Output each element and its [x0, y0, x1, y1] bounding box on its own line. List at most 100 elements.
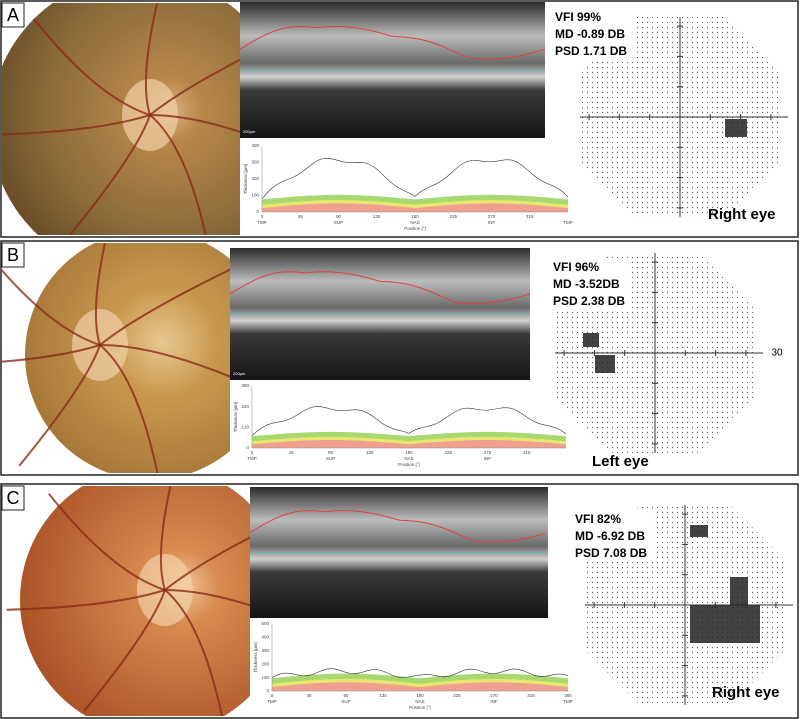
ilm-line	[239, 25, 546, 60]
panel-label-box	[1, 242, 25, 268]
x-tick-label: 45	[298, 214, 304, 219]
stat-line: MD -0.89 DB	[555, 27, 625, 41]
eye-label: Left eye	[592, 453, 649, 470]
y-tick-label: 500	[261, 621, 269, 626]
x-tick-label: 0	[261, 214, 264, 219]
x-tick-label: 270	[484, 450, 492, 455]
vessel	[2, 344, 101, 363]
vessel	[48, 493, 166, 591]
y-tick-label: 360	[241, 383, 249, 388]
x-tick-label: 90	[336, 214, 342, 219]
scale-bar: 200µm	[233, 371, 246, 376]
x-tick-label: 135	[379, 693, 387, 698]
sector-label: NAS	[415, 699, 424, 704]
x-tick-label: 180	[411, 214, 419, 219]
y-tick-label: 300	[251, 160, 259, 165]
sector-label: TMP	[563, 220, 573, 225]
thickness-curve	[251, 406, 567, 436]
vessel	[83, 589, 166, 712]
vf-defect	[725, 119, 747, 137]
fundus-photo	[2, 3, 240, 235]
sector-label: SUP	[334, 220, 343, 225]
x-tick-label: 90	[328, 450, 334, 455]
stat-line: PSD 1.71 DB	[555, 44, 627, 58]
sector-label: SUP	[326, 456, 335, 461]
stat-line: PSD 2.38 DB	[553, 294, 625, 308]
vessel	[6, 589, 166, 611]
x-tick-label: 225	[449, 214, 457, 219]
stats-bg	[551, 260, 631, 276]
vessel	[99, 268, 230, 346]
x-tick-label: 225	[444, 450, 452, 455]
vf-defect	[583, 333, 599, 347]
thickness-curve	[261, 157, 569, 199]
panel: A 200µm 0 100 200 300 400 0 45 90 135 180 225 270 315 T…	[0, 0, 799, 238]
sector-label: NAS	[404, 456, 413, 461]
y-tick-label: 200	[251, 176, 259, 181]
panel-label-box	[1, 2, 25, 28]
field-label: 30	[771, 348, 783, 359]
x-tick-label: 135	[373, 214, 381, 219]
y-tick-label: 240	[241, 404, 249, 409]
sector-label: SUP	[341, 699, 350, 704]
vf-defect	[690, 605, 760, 643]
y-tick-label: 0	[246, 445, 249, 450]
y-tick-label: 100	[251, 193, 259, 198]
sector-label: INF	[488, 220, 496, 225]
fundus-photo	[2, 243, 230, 473]
y-tick-label: 200	[261, 661, 269, 666]
eye-label: Right eye	[712, 684, 780, 701]
sector-label: TMP	[247, 456, 257, 461]
stats-bg	[573, 512, 653, 528]
vessel	[68, 114, 151, 235]
x-axis-label: Position [°]	[404, 226, 426, 231]
plot-bg	[230, 380, 570, 472]
panel-label-box	[1, 485, 25, 511]
vf-defect	[730, 577, 748, 605]
ilm-line	[249, 510, 546, 543]
x-tick-label: 270	[490, 693, 498, 698]
scale-bar: 200µm	[243, 129, 256, 134]
y-axis-label: Thickness [µm]	[253, 642, 258, 672]
y-tick-label: 400	[251, 143, 259, 148]
vf-defect	[690, 525, 708, 537]
vessel	[149, 58, 240, 116]
stats-bg	[553, 27, 633, 43]
abnormal-band	[272, 682, 568, 691]
x-tick-label: 0	[271, 693, 274, 698]
fundus	[2, 3, 240, 235]
fundus	[25, 243, 230, 473]
stats-bg	[573, 546, 653, 562]
vessel	[164, 536, 250, 591]
x-axis-label: Position [°]	[398, 462, 420, 467]
x-tick-label: 270	[488, 214, 496, 219]
thickness-curve	[271, 668, 569, 678]
stats-bg	[551, 277, 631, 293]
stat-line: PSD 7.08 DB	[575, 546, 647, 560]
stat-line: VFI 82%	[575, 512, 621, 526]
sector-label: TMP	[257, 220, 267, 225]
stat-line: MD -6.92 DB	[575, 529, 645, 543]
x-tick-label: 45	[289, 450, 295, 455]
stats-bg	[553, 44, 633, 60]
vessel	[164, 589, 224, 716]
x-tick-label: 315	[527, 693, 535, 698]
stat-line: MD -3.52DB	[553, 277, 620, 291]
sector-label: TMP	[267, 699, 277, 704]
vessel	[149, 114, 207, 235]
x-tick-label: 45	[306, 693, 312, 698]
x-tick-label: 90	[343, 693, 349, 698]
fundus	[20, 486, 250, 716]
vessel	[149, 114, 240, 133]
stats-bg	[551, 294, 631, 310]
x-tick-label: 135	[366, 450, 374, 455]
vessel	[159, 486, 172, 591]
abnormal-band	[262, 203, 568, 212]
ilm-line	[229, 271, 531, 304]
vessel	[99, 344, 230, 378]
x-tick-label: 315	[526, 214, 534, 219]
x-axis-label: Position [°]	[409, 705, 431, 710]
vessel	[2, 114, 151, 136]
